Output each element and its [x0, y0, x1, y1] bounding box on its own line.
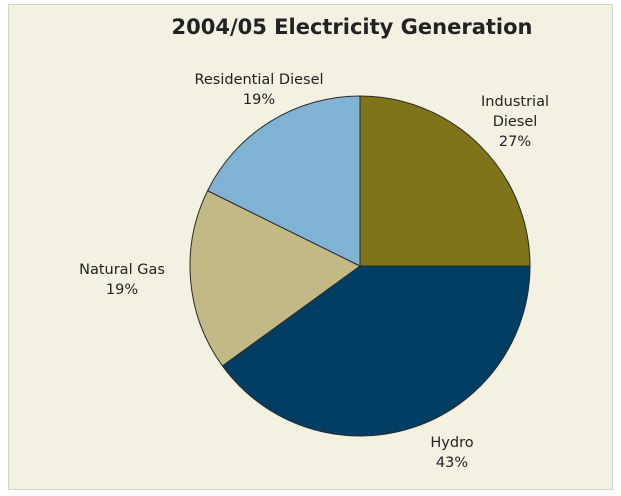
pie-slice-industrial-diesel	[359, 95, 531, 267]
slice-label-line: 43%	[436, 455, 468, 471]
slice-label-line: Natural Gas	[79, 262, 165, 278]
slice-label-line: Industrial	[481, 94, 549, 110]
slice-label-line: Residential Diesel	[194, 72, 323, 88]
slice-label-natural-gas: Natural Gas 19%	[79, 262, 165, 298]
pie-slices	[189, 95, 531, 437]
slice-label-line: 27%	[499, 134, 531, 150]
pie-slice-residential-diesel	[206, 95, 361, 267]
slice-label-line: 19%	[243, 92, 275, 108]
slice-label-line: Diesel	[493, 114, 538, 130]
slice-label-line: 19%	[106, 282, 138, 298]
pie-labels: Industrial Diesel 27% Hydro 43% Natural Gas 19…	[79, 72, 549, 471]
slice-label-line: Hydro	[430, 435, 473, 451]
slice-label-industrial-diesel: Industrial Diesel 27%	[481, 94, 549, 150]
chart-title: 2004/05 Electricity Generation	[172, 15, 533, 39]
slice-label-residential-diesel: Residential Diesel 19%	[194, 72, 323, 108]
slice-label-hydro: Hydro 43%	[430, 435, 473, 471]
pie-slice-hydro	[221, 265, 531, 437]
pie-slice-natural-gas	[189, 190, 361, 367]
